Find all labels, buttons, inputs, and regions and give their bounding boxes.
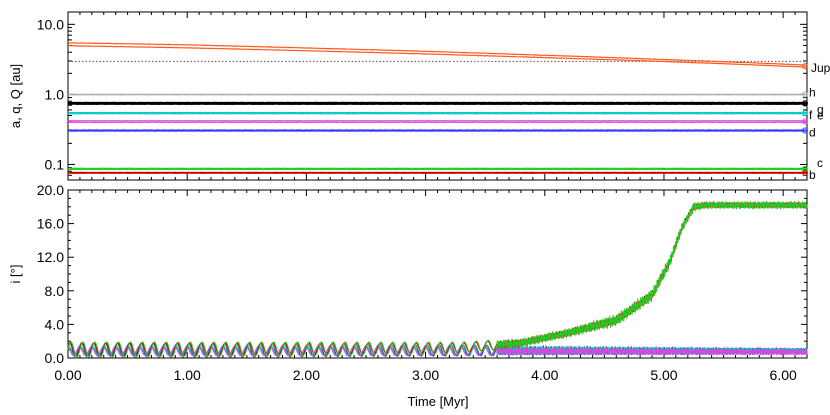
bottom-series-line bbox=[67, 200, 808, 358]
top-series-label-g: g bbox=[817, 102, 824, 116]
top-series-label-e: e bbox=[817, 109, 824, 123]
top-series-end-marker bbox=[802, 91, 808, 98]
top-xticks bbox=[67, 12, 808, 180]
bottom-xtick-label: 3.00 bbox=[412, 367, 439, 383]
bottom-ylabel: i [°] bbox=[8, 265, 23, 284]
top-series-c bbox=[67, 165, 808, 172]
bottom-xticks: 0.00 1.00 2.00 3.00 4.00 5.00 6.00 bbox=[54, 190, 808, 383]
bottom-xtick-label: 6.00 bbox=[770, 367, 797, 383]
top-series-label-f: f bbox=[809, 108, 813, 122]
top-series-g bbox=[67, 100, 808, 107]
bottom-ytick-label: 16.0 bbox=[37, 216, 64, 232]
bottom-xtick-label: 0.00 bbox=[54, 367, 81, 383]
bottom-panel: i [°] Time [Myr] 0.0 4.0 8.0 12.0 16.0 20.0 0… bbox=[8, 182, 808, 409]
top-yticks: 10.0 1.0 0.1 bbox=[37, 16, 807, 181]
bottom-xtick-label: 2.00 bbox=[293, 367, 320, 383]
top-series-b bbox=[67, 169, 808, 176]
top-panel: a, q, Q [au] 10.0 1.0 0.1 Jup hgf ed cb bbox=[8, 11, 830, 182]
top-series bbox=[67, 42, 808, 176]
bottom-series-line bbox=[67, 200, 808, 357]
top-series-line bbox=[68, 45, 808, 68]
top-series-d bbox=[67, 127, 808, 134]
bottom-yticks: 0.0 4.0 8.0 12.0 16.0 20.0 bbox=[37, 182, 807, 366]
bottom-ytick-label: 20.0 bbox=[37, 182, 64, 198]
top-series-end-marker bbox=[802, 118, 808, 125]
bottom-ytick-label: 12.0 bbox=[37, 249, 64, 265]
bottom-ytick-label: 4.0 bbox=[45, 316, 65, 332]
top-series-end-marker bbox=[802, 165, 808, 172]
top-series-label-h: h bbox=[809, 86, 816, 100]
top-series-label-Jup: Jup bbox=[811, 61, 830, 75]
top-series-f bbox=[67, 110, 808, 117]
bottom-plot-frame bbox=[67, 189, 808, 359]
top-series-label-c: c bbox=[817, 156, 823, 170]
top-series-label-d: d bbox=[809, 126, 816, 140]
bottom-series bbox=[67, 200, 808, 359]
bottom-xtick-label: 4.00 bbox=[531, 367, 558, 383]
top-plot-frame bbox=[67, 11, 808, 181]
top-series-end-marker bbox=[802, 127, 808, 134]
top-series-end-marker bbox=[802, 169, 808, 176]
bottom-xlabel: Time [Myr] bbox=[408, 394, 469, 409]
top-series-label-b: b bbox=[809, 168, 816, 182]
bottom-xtick-label: 1.00 bbox=[174, 367, 201, 383]
top-ylabel: a, q, Q [au] bbox=[8, 64, 23, 128]
top-series-end-marker bbox=[802, 100, 808, 107]
top-series-end-marker bbox=[802, 63, 808, 70]
bottom-xtick-label: 5.00 bbox=[650, 367, 677, 383]
top-series-labels: Jup hgf ed cb bbox=[809, 61, 830, 182]
bottom-ytick-label: 8.0 bbox=[45, 283, 65, 299]
top-series-Jup bbox=[67, 42, 808, 70]
top-ytick-label: 10.0 bbox=[37, 16, 64, 32]
top-ytick-label: 1.0 bbox=[45, 86, 65, 102]
top-ytick-label: 0.1 bbox=[45, 156, 65, 172]
top-series-h bbox=[67, 91, 808, 98]
top-series-line bbox=[67, 42, 807, 66]
bottom-ytick-label: 0.0 bbox=[45, 350, 65, 366]
top-series-end-marker bbox=[802, 110, 808, 117]
top-series-e bbox=[67, 118, 808, 125]
